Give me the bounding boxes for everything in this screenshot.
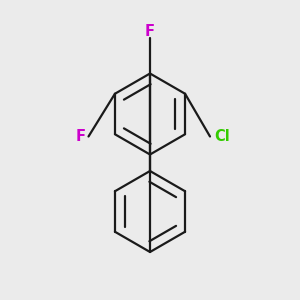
Text: Cl: Cl bbox=[214, 129, 230, 144]
Text: F: F bbox=[145, 24, 155, 39]
Text: F: F bbox=[76, 129, 86, 144]
